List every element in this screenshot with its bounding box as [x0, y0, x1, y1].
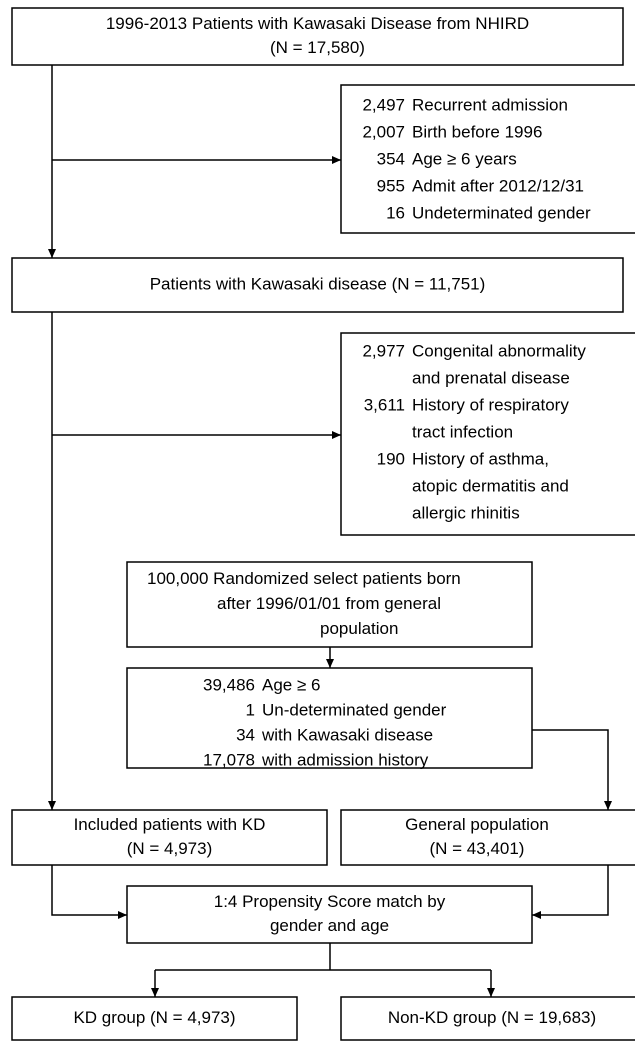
box	[126, 561, 533, 648]
count: 3,611	[364, 395, 405, 414]
count: 190	[377, 449, 405, 468]
reason: and prenatal disease	[412, 368, 570, 387]
general-population: General population (N = 43,401)	[340, 809, 635, 866]
box-text: gender and age	[270, 916, 389, 935]
reason: with admission history	[261, 750, 429, 769]
box-text: (N = 4,973)	[127, 839, 213, 858]
box-text: 1:4 Propensity Score match by	[214, 892, 446, 911]
reason: tract infection	[412, 422, 513, 441]
count: 34	[236, 725, 255, 744]
source: 1996-2013 Patients with Kawasaki Disease…	[11, 7, 624, 66]
box-text: after 1996/01/01 from general	[217, 594, 441, 613]
reason: Recurrent admission	[412, 95, 568, 114]
reason: Congenital abnormality	[412, 341, 586, 360]
arrow	[532, 865, 609, 919]
box-text: Patients with Kawasaki disease (N = 11,7…	[150, 274, 486, 293]
exclusion-3: 39,486 Age ≥ 6 1 Un-determinated gender 34 wi…	[126, 667, 533, 769]
count: 955	[377, 176, 405, 195]
box-text: KD group (N = 4,973)	[73, 1008, 235, 1027]
reason: History of asthma,	[412, 449, 549, 468]
reason: with Kawasaki disease	[261, 725, 433, 744]
reason: allergic rhinitis	[412, 503, 520, 522]
box-text: 1996-2013 Patients with Kawasaki Disease…	[106, 14, 529, 33]
reason: atopic dermatitis and	[412, 476, 569, 495]
box	[11, 809, 328, 866]
arrow	[532, 729, 612, 810]
matching: 1:4 Propensity Score match by gender and …	[126, 885, 533, 944]
connectors	[48, 65, 612, 997]
included-kd: Included patients with KD (N = 4,973)	[11, 809, 328, 866]
boxes: 1996-2013 Patients with Kawasaki Disease…	[11, 7, 635, 1041]
count: 17,078	[203, 750, 255, 769]
reason: Birth before 1996	[412, 122, 542, 141]
box	[11, 996, 298, 1041]
box-text: (N = 43,401)	[430, 839, 525, 858]
reason: History of respiratory	[412, 395, 569, 414]
box	[340, 332, 635, 536]
count: 16	[386, 203, 405, 222]
exclusion-1: 2,497 Recurrent admission 2,007 Birth befor…	[340, 84, 635, 234]
reason: Age ≥ 6	[262, 675, 320, 694]
box	[11, 7, 624, 66]
kd-patients: Patients with Kawasaki disease (N = 11,7…	[11, 257, 624, 313]
count: 2,497	[362, 95, 405, 114]
box	[126, 667, 533, 769]
count: 1	[246, 700, 255, 719]
kd-group: KD group (N = 4,973)	[11, 996, 298, 1041]
box-text: (N = 17,580)	[270, 38, 365, 57]
box-text: 100,000 Randomized select patients born	[147, 569, 461, 588]
reason: Admit after 2012/12/31	[412, 176, 584, 195]
exclusion-2: 2,977 Congenital abnormality and prenatal …	[340, 332, 635, 536]
box-text: Included patients with KD	[74, 815, 266, 834]
box-text: General population	[405, 815, 549, 834]
non-kd-group: Non-KD group (N = 19,683)	[340, 996, 635, 1041]
count: 2,007	[362, 122, 405, 141]
box	[340, 84, 635, 234]
count: 39,486	[203, 675, 255, 694]
reason: Age ≥ 6 years	[412, 149, 517, 168]
box-text: Non-KD group (N = 19,683)	[388, 1008, 596, 1027]
arrow	[51, 865, 127, 919]
box	[340, 996, 635, 1041]
general-sample: 100,000 Randomized select patients born a…	[126, 561, 533, 648]
count: 2,977	[362, 341, 405, 360]
count: 354	[377, 149, 405, 168]
box-text: population	[320, 619, 398, 638]
box	[11, 257, 624, 313]
reason: Undeterminated gender	[412, 203, 591, 222]
reason: Un-determinated gender	[262, 700, 447, 719]
box	[340, 809, 635, 866]
box	[126, 885, 533, 944]
